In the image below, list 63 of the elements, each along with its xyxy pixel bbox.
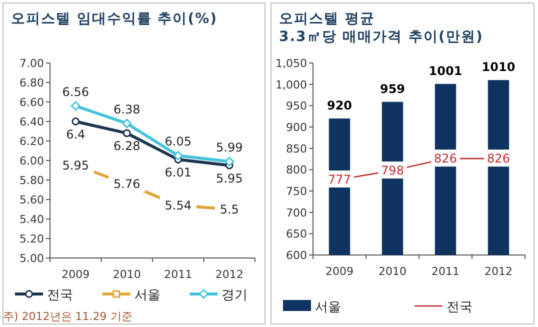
point [70, 101, 80, 111]
data-label: 5.54 [164, 198, 192, 212]
x-tick-label: 2010 [378, 265, 406, 278]
chart-title: 오피스텔 임대수익률 추이(%) [11, 11, 218, 27]
data-label: 777 [328, 172, 351, 186]
data-label: 5.95 [216, 171, 243, 186]
data-label: 6.28 [114, 139, 140, 154]
data-label: 6.05 [164, 134, 192, 149]
data-label: 6.38 [114, 102, 140, 116]
point [224, 156, 234, 166]
y-tick-label: 600 [286, 249, 307, 262]
point [122, 129, 131, 138]
data-label: 826 [487, 152, 510, 166]
x-tick-label: 2009 [326, 265, 354, 278]
y-tick-label: 5.20 [20, 232, 44, 246]
y-tick-label: 6.20 [20, 135, 44, 148]
data-label: 5.76 [114, 176, 140, 191]
x-tick-label: 2012 [215, 268, 244, 281]
y-tick-label: 1,050 [276, 57, 307, 70]
x-tick-label: 2009 [62, 268, 90, 281]
y-tick-label: 850 [286, 142, 307, 156]
y-tick-label: 800 [286, 164, 307, 177]
y-tick-label: 700 [286, 206, 307, 220]
y-tick-label: 6.80 [20, 76, 44, 90]
y-tick-label: 5.40 [20, 213, 44, 226]
point [173, 150, 183, 160]
text: 주) 2012년은 11.29 기준 [3, 310, 132, 323]
x-tick-label: 2010 [112, 268, 141, 281]
y-tick-label: 7.00 [20, 57, 44, 70]
data-label: 5.5 [220, 202, 239, 216]
point [72, 118, 80, 126]
legend-label: 서울 [315, 300, 341, 315]
chart-title: 오피스텔 평균 3.3㎡당 매매가격 추이(만원) [279, 11, 484, 45]
y-tick-label: 6.00 [20, 154, 44, 168]
data-label: 798 [381, 164, 404, 178]
x-tick-label: 2011 [164, 268, 192, 281]
data-label: 6.56 [62, 84, 89, 99]
x-tick-label: 2011 [432, 265, 460, 278]
point [122, 118, 132, 128]
data-label: 920 [326, 98, 352, 112]
data-label: 6.01 [164, 166, 192, 180]
legend-label: 경기 [222, 288, 248, 303]
y-tick-label: 5.60 [20, 194, 44, 206]
y-tick-label: 6.40 [20, 116, 44, 128]
x-tick-label: 2012 [484, 265, 512, 278]
legend-label: 서울 [134, 288, 160, 303]
y-tick-label: 5.80 [20, 174, 44, 187]
data-label: 1010 [482, 60, 516, 74]
y-tick-label: 900 [286, 121, 307, 134]
y-tick-label: 650 [286, 228, 307, 241]
y-tick-label: 6.60 [20, 96, 44, 109]
data-label: 959 [380, 82, 406, 96]
legend-label: 전국 [47, 288, 73, 303]
legend-label: 전국 [446, 300, 472, 315]
y-tick-label: 750 [286, 185, 307, 198]
y-tick-label: 1,000 [276, 78, 307, 92]
y-tick-label: 950 [286, 100, 307, 113]
data-label: 826 [434, 152, 457, 166]
y-tick-label: 5.00 [20, 252, 44, 265]
data-label: 5.95 [62, 158, 89, 172]
data-label: 5.99 [216, 140, 243, 154]
data-label: 1001 [428, 64, 462, 78]
data-label: 6.4 [66, 128, 86, 142]
